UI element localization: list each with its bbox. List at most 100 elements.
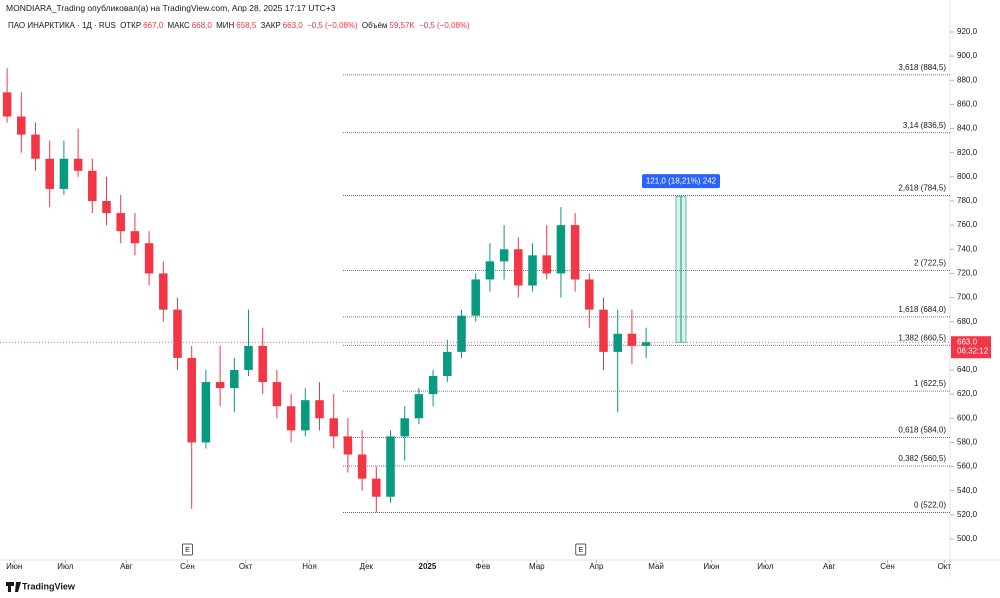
value: 59,57K	[389, 21, 415, 30]
y-tick-label: 500,0	[957, 534, 978, 543]
candle-body	[329, 418, 338, 437]
candle-body	[201, 382, 211, 443]
x-tick-label: Июн	[703, 562, 719, 571]
candle-body	[187, 357, 196, 443]
candle-body	[244, 345, 253, 370]
candle-body	[499, 249, 509, 262]
y-tick-label: 720,0	[957, 269, 978, 278]
change: −0,5 (−0,08%)	[419, 21, 470, 30]
y-tick-label: 700,0	[957, 293, 978, 302]
candle-body	[599, 309, 608, 352]
candle-body	[73, 158, 83, 171]
candle-body	[514, 249, 523, 286]
fib-label: 0 (522,0)	[914, 501, 946, 510]
x-tick-label: Июн	[6, 562, 22, 571]
fib-label: 1,618 (684,0)	[898, 305, 946, 314]
candle-body	[88, 170, 97, 201]
y-tick-label: 860,0	[957, 100, 978, 109]
y-tick-label: 520,0	[957, 510, 978, 519]
change: −0,5 (−0,08%)	[306, 21, 358, 30]
x-tick-label: Фев	[475, 562, 490, 571]
y-tick-label: 780,0	[957, 196, 978, 205]
candle-body	[613, 333, 622, 352]
candle-body	[215, 382, 225, 389]
value: 658,5	[236, 21, 257, 30]
x-tick-label: Ноя	[302, 562, 317, 571]
candle-body	[59, 158, 69, 189]
y-tick-label: 820,0	[957, 148, 978, 157]
y-tick-label: 560,0	[957, 462, 978, 471]
candle-body	[428, 376, 438, 395]
candle-body	[372, 478, 381, 497]
candle-body	[31, 134, 40, 159]
x-tick-label: Май	[648, 562, 664, 571]
candle-body	[144, 243, 154, 274]
x-tick-label: Авг	[120, 562, 133, 571]
fib-label: 2 (722,5)	[914, 259, 946, 268]
candle-body	[45, 158, 54, 189]
y-tick-label: 760,0	[957, 220, 978, 229]
x-tick-label: Сен	[180, 562, 195, 571]
candle-body	[357, 454, 367, 479]
x-tick-label: Окт	[239, 562, 253, 571]
x-tick-label: Дек	[360, 562, 374, 571]
candle-body	[116, 213, 125, 232]
x-tick-label: Апр	[589, 562, 604, 571]
fib-label: 3,14 (836,5)	[903, 121, 946, 130]
fib-label: 1,382 (660,5)	[898, 333, 946, 342]
value: 663,0	[282, 21, 303, 30]
fib-label: 3,618 (884,5)	[898, 63, 946, 72]
label: Объём	[361, 21, 388, 30]
y-tick-label: 740,0	[957, 244, 978, 253]
value: 668,0	[191, 21, 212, 30]
y-tick-label: 920,0	[957, 27, 978, 36]
x-tick-label: Сен	[880, 562, 895, 571]
measure-badge	[642, 174, 720, 189]
candle-body	[485, 261, 495, 280]
label: ЗАКР	[260, 21, 281, 30]
candle-body	[2, 92, 12, 117]
logo	[6, 582, 21, 592]
fib-label: 2,618 (784,5)	[898, 184, 946, 193]
event-marker	[182, 543, 193, 556]
label: ОТКР	[120, 21, 142, 30]
x-tick-label: Авг	[823, 562, 836, 571]
price-tag-countdown: 06:32:12	[957, 346, 989, 355]
candle-body	[102, 200, 111, 214]
candle-body	[457, 315, 466, 352]
value: 667,0	[143, 21, 164, 30]
candle-body	[17, 116, 26, 135]
candle-body	[130, 231, 140, 244]
y-tick-label: 580,0	[957, 438, 978, 447]
candle-body	[641, 342, 651, 346]
y-tick-label: 540,0	[957, 486, 978, 495]
candle-body	[570, 225, 580, 280]
candle-body	[230, 369, 239, 389]
candle-body	[315, 400, 324, 419]
candle-body	[585, 279, 594, 310]
price-tag-value: 663,0	[957, 337, 978, 346]
fib-label: 1 (622,5)	[914, 379, 946, 388]
event-label: E	[185, 547, 190, 554]
legend: ПАО ИНАРКТИКА · 1Д · RUS ОТКР 667,0 МАКС 6…	[8, 21, 472, 30]
candle-body	[272, 382, 282, 407]
event-label: E	[578, 547, 583, 554]
candle-body	[258, 345, 267, 383]
event-marker	[575, 543, 587, 556]
candle-body	[159, 273, 168, 310]
candle-body	[173, 309, 182, 358]
symbol: ПАО ИНАРКТИКА · 1Д · RUS	[8, 21, 116, 30]
candle-body	[301, 400, 310, 431]
candle-body	[443, 351, 452, 377]
x-tick-label: Июл	[757, 562, 774, 571]
candle-body	[400, 418, 409, 437]
brand: TradingView	[22, 581, 76, 591]
label: МИН	[216, 21, 235, 30]
y-tick-label: 880,0	[957, 75, 978, 84]
fib-label: 0,382 (560,5)	[898, 454, 946, 463]
measure-label: 121,0 (18,21%) 242	[646, 176, 717, 185]
candle-body	[542, 255, 551, 274]
y-tick-label: 680,0	[957, 317, 978, 326]
